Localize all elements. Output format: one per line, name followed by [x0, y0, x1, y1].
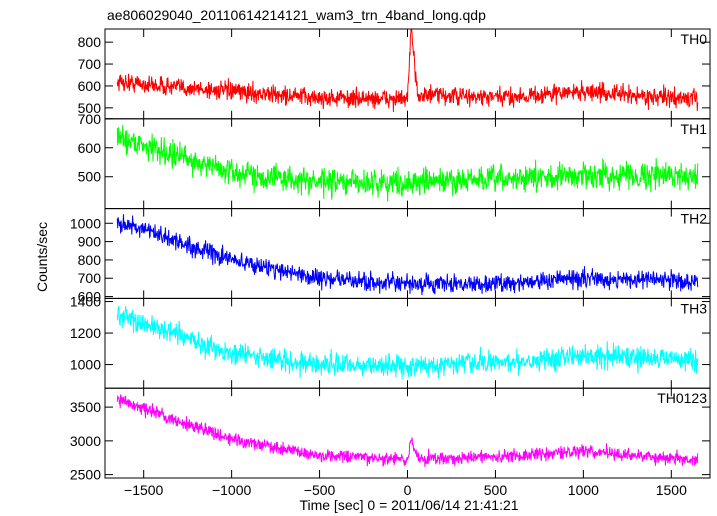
series-line-th3 [116, 305, 699, 380]
y-tick-label: 700 [78, 270, 102, 286]
y-tick-label: 1000 [70, 215, 101, 231]
panel-frame-th0123 [104, 387, 711, 479]
panel-label-th0123: TH0123 [657, 390, 707, 406]
y-tick-label: 500 [78, 169, 102, 185]
panel-th1: 500 600 700 TH1 [78, 111, 711, 210]
y-tick-label: 700 [78, 111, 102, 127]
x-tick-label: −500 [304, 482, 336, 498]
panel-frame-th0 [104, 28, 711, 120]
x-tick-label: 1500 [656, 482, 687, 498]
x-axis-label: Time [sec] 0 = 2011/06/14 21:41:21 [299, 497, 518, 513]
panel-th0123: 2500 3000 3500 TH0123 [70, 387, 711, 483]
series-line-th0123 [116, 394, 699, 467]
panel-th2: 600 700 800 900 1000 TH2 [70, 208, 711, 305]
panels-group: 500 600 700 800 TH0 500 600 700 TH1 600 700 800 900 1… [70, 28, 711, 498]
x-tick-label: −1000 [212, 482, 252, 498]
figure-title: ae806029040_20110614214121_wam3_trn_4ban… [107, 7, 486, 23]
y-tick-label: 600 [78, 289, 102, 305]
x-tick-label: −1500 [124, 482, 164, 498]
panel-label-th1: TH1 [681, 121, 708, 137]
x-tick-label: 0 [404, 482, 412, 498]
series-line-th1 [116, 124, 699, 202]
panel-th3: 1000 1200 1400 TH3 [70, 294, 711, 389]
series-line-th0 [116, 29, 699, 113]
y-tick-label: 900 [78, 234, 102, 250]
x-tick-label: 500 [484, 482, 508, 498]
y-tick-label: 800 [78, 252, 102, 268]
panel-label-th2: TH2 [681, 211, 708, 227]
y-tick-label: 3000 [70, 433, 101, 449]
y-tick-label: 600 [78, 78, 102, 94]
y-tick-label: 3500 [70, 399, 101, 415]
x-tick-label: 1000 [568, 482, 599, 498]
y-tick-label: 800 [78, 34, 102, 50]
y-tick-label: 2500 [70, 467, 101, 483]
y-tick-label: 1400 [70, 294, 101, 310]
y-tick-label: 700 [78, 56, 102, 72]
y-tick-label: 600 [78, 140, 102, 156]
panel-th0: 500 600 700 800 TH0 [78, 28, 711, 120]
series-line-th2 [116, 214, 699, 296]
y-tick-label: 500 [78, 100, 102, 116]
y-axis-label: Counts/sec [34, 222, 50, 292]
y-tick-label: 1200 [70, 325, 101, 341]
panel-label-th3: TH3 [681, 300, 708, 316]
y-tick-label: 1000 [70, 357, 101, 373]
panel-label-th0: TH0 [681, 31, 708, 47]
